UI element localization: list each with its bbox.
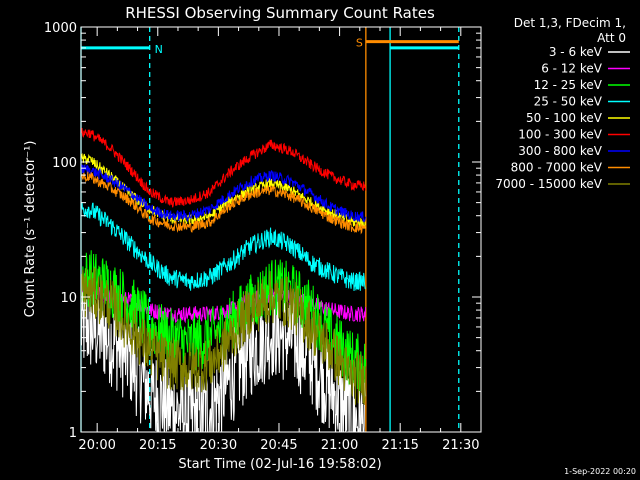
footer-date: 1-Sep-2022 00:20: [564, 467, 636, 476]
legend-header-line-2: Att 0: [597, 31, 626, 45]
legend-entry-label: 800 - 7000 keV: [511, 161, 603, 175]
series-lines: [81, 127, 367, 432]
x-axis-ticks: 20:00 20:15 20:30 20:45 21:00 21:15 21:30: [78, 27, 482, 453]
y-axis-label: Count Rate (s⁻¹ detector⁻¹): [23, 141, 38, 318]
x-axis-label: Start Time (02-Jul-16 19:58:02): [178, 457, 381, 472]
legend-entry-label: 12 - 25 keV: [534, 78, 603, 92]
y-axis-ticks: 1 10 100 1000: [44, 21, 481, 441]
x-tick-label: 21:30: [442, 438, 479, 453]
legend-entry-label: 50 - 100 keV: [526, 111, 603, 125]
x-tick-label: 20:15: [139, 438, 176, 453]
x-tick-label: 20:00: [78, 438, 115, 453]
series-line: [81, 267, 367, 406]
x-tick-label: 21:00: [321, 438, 358, 453]
series-line: [81, 280, 367, 432]
series-line: [81, 127, 367, 208]
legend-entry-label: 3 - 6 keV: [549, 45, 603, 59]
y-tick-label: 1000: [44, 21, 77, 36]
x-tick-label: 20:45: [260, 438, 297, 453]
legend: Det 1,3, FDecim 1, Att 0 3 - 6 keV 6 - 12…: [495, 16, 630, 191]
series-line: [81, 171, 367, 235]
y-tick-label: 1: [69, 426, 77, 441]
series-line: [81, 202, 366, 292]
plot-frame: [80, 26, 482, 433]
legend-entry-label: 7000 - 15000 keV: [495, 177, 602, 191]
y-tick-label: 10: [60, 291, 77, 306]
series-line: [81, 164, 367, 223]
legend-entry-label: 300 - 800 keV: [518, 144, 602, 158]
legend-header-line-1: Det 1,3, FDecim 1,: [514, 16, 626, 30]
flag-label: N: [155, 43, 163, 56]
y-tick-label: 100: [52, 156, 77, 171]
flag-label: S: [356, 37, 363, 50]
legend-entry-label: 6 - 12 keV: [541, 62, 603, 76]
legend-entry-label: 100 - 300 keV: [518, 128, 602, 142]
legend-entry-label: 25 - 50 keV: [534, 95, 603, 109]
x-tick-label: 20:30: [200, 438, 237, 453]
chart-title: RHESSI Observing Summary Count Rates: [125, 4, 435, 22]
x-tick-label: 21:15: [381, 438, 418, 453]
